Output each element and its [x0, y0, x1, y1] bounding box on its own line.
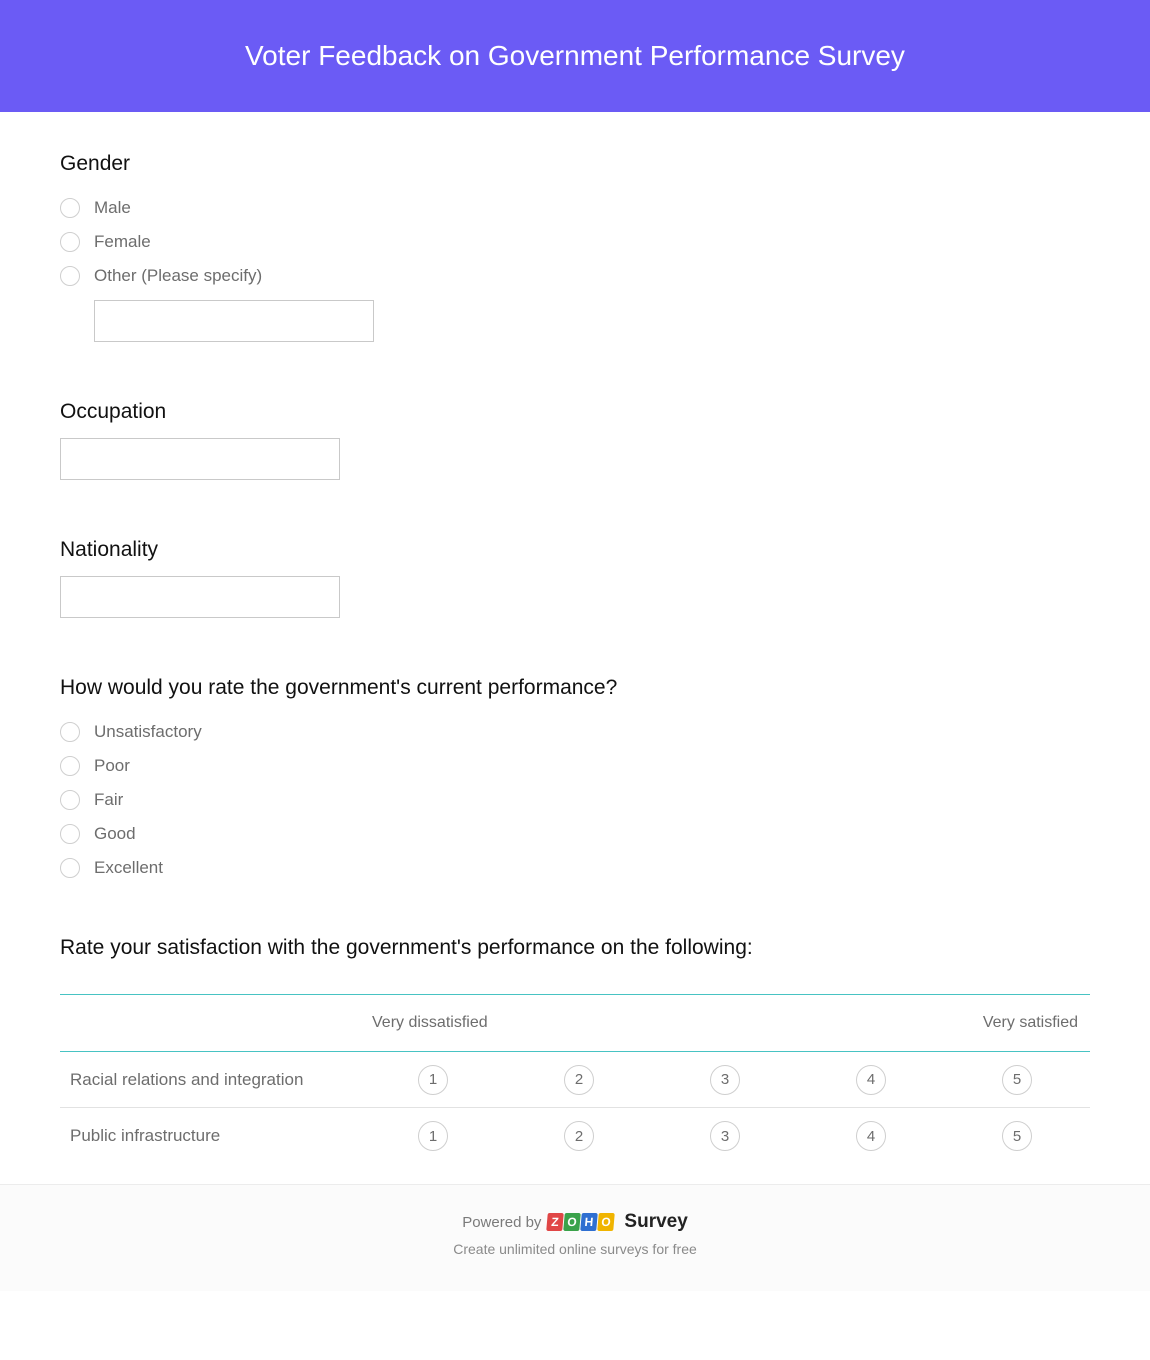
rating-button-4[interactable]: 4	[856, 1121, 886, 1151]
rating-button-2[interactable]: 2	[564, 1121, 594, 1151]
matrix-row-cells: 1 2 3 4 5	[360, 1121, 1090, 1151]
question-title-gov-rating: How would you rate the government's curr…	[60, 676, 1090, 700]
radio-label: Poor	[94, 756, 130, 776]
matrix-header-empty	[513, 1014, 654, 1032]
footer: Powered by Z O H O Survey Create unlimit…	[0, 1184, 1150, 1291]
radio-label: Other (Please specify)	[94, 266, 262, 286]
question-title-gender: Gender	[60, 152, 1090, 176]
survey-title: Voter Feedback on Government Performance…	[245, 40, 905, 71]
footer-tagline: Create unlimited online surveys for free	[0, 1241, 1150, 1257]
zoho-letter-o1: O	[564, 1213, 582, 1231]
rating-button-1[interactable]: 1	[418, 1065, 448, 1095]
gender-option-male[interactable]: Male	[60, 198, 1090, 218]
question-title-occupation: Occupation	[60, 400, 1090, 424]
matrix-row-label: Racial relations and integration	[60, 1070, 360, 1090]
radio-icon[interactable]	[60, 756, 80, 776]
powered-by-prefix: Powered by	[462, 1214, 541, 1231]
matrix-row-cells: 1 2 3 4 5	[360, 1065, 1090, 1095]
question-title-nationality: Nationality	[60, 538, 1090, 562]
rating-button-4[interactable]: 4	[856, 1065, 886, 1095]
radio-icon[interactable]	[60, 266, 80, 286]
radio-icon[interactable]	[60, 722, 80, 742]
matrix-header-empty	[654, 1014, 795, 1032]
matrix-scale-low: Very dissatisfied	[360, 1014, 513, 1032]
rating-button-1[interactable]: 1	[418, 1121, 448, 1151]
radio-icon[interactable]	[60, 198, 80, 218]
radio-label: Excellent	[94, 858, 163, 878]
radio-icon[interactable]	[60, 232, 80, 252]
question-occupation: Occupation	[60, 400, 1090, 480]
zoho-logo-icon: Z O H O	[547, 1213, 614, 1231]
gender-other-wrap	[94, 300, 1090, 342]
survey-header: Voter Feedback on Government Performance…	[0, 0, 1150, 112]
gender-option-other[interactable]: Other (Please specify)	[60, 266, 1090, 286]
gov-rating-option-1[interactable]: Poor	[60, 756, 1090, 776]
rating-button-3[interactable]: 3	[710, 1065, 740, 1095]
question-nationality: Nationality	[60, 538, 1090, 618]
gov-rating-option-3[interactable]: Good	[60, 824, 1090, 844]
rating-button-5[interactable]: 5	[1002, 1065, 1032, 1095]
gov-rating-option-0[interactable]: Unsatisfactory	[60, 722, 1090, 742]
radio-label: Male	[94, 198, 131, 218]
radio-label: Female	[94, 232, 151, 252]
powered-by-line: Powered by Z O H O Survey	[462, 1211, 688, 1233]
question-gender: Gender Male Female Other (Please specify…	[60, 152, 1090, 342]
radio-icon[interactable]	[60, 824, 80, 844]
radio-label: Fair	[94, 790, 123, 810]
rating-button-2[interactable]: 2	[564, 1065, 594, 1095]
zoho-letter-h: H	[581, 1213, 599, 1231]
zoho-letter-o2: O	[598, 1213, 616, 1231]
question-gov-rating: How would you rate the government's curr…	[60, 676, 1090, 878]
gender-other-input[interactable]	[94, 300, 374, 342]
matrix-row-label: Public infrastructure	[60, 1126, 360, 1146]
question-satisfaction-matrix: Rate your satisfaction with the governme…	[60, 936, 1090, 1164]
rating-button-3[interactable]: 3	[710, 1121, 740, 1151]
gov-rating-option-4[interactable]: Excellent	[60, 858, 1090, 878]
matrix-scale-high: Very satisfied	[937, 1014, 1090, 1032]
matrix-row-1: Public infrastructure 1 2 3 4 5	[60, 1108, 1090, 1164]
matrix-header-empty	[796, 1014, 937, 1032]
gov-rating-option-2[interactable]: Fair	[60, 790, 1090, 810]
survey-content: Gender Male Female Other (Please specify…	[0, 112, 1150, 1184]
radio-label: Good	[94, 824, 136, 844]
matrix-header: Very dissatisfied Very satisfied	[60, 994, 1090, 1052]
satisfaction-matrix: Very dissatisfied Very satisfied Racial …	[60, 994, 1090, 1164]
nationality-input[interactable]	[60, 576, 340, 618]
matrix-row-0: Racial relations and integration 1 2 3 4…	[60, 1052, 1090, 1108]
zoho-letter-z: Z	[547, 1213, 565, 1231]
rating-button-5[interactable]: 5	[1002, 1121, 1032, 1151]
radio-label: Unsatisfactory	[94, 722, 202, 742]
matrix-header-cells: Very dissatisfied Very satisfied	[360, 1014, 1090, 1032]
occupation-input[interactable]	[60, 438, 340, 480]
radio-icon[interactable]	[60, 858, 80, 878]
survey-word: Survey	[624, 1211, 687, 1233]
gender-option-female[interactable]: Female	[60, 232, 1090, 252]
question-title-matrix: Rate your satisfaction with the governme…	[60, 936, 1090, 960]
radio-icon[interactable]	[60, 790, 80, 810]
